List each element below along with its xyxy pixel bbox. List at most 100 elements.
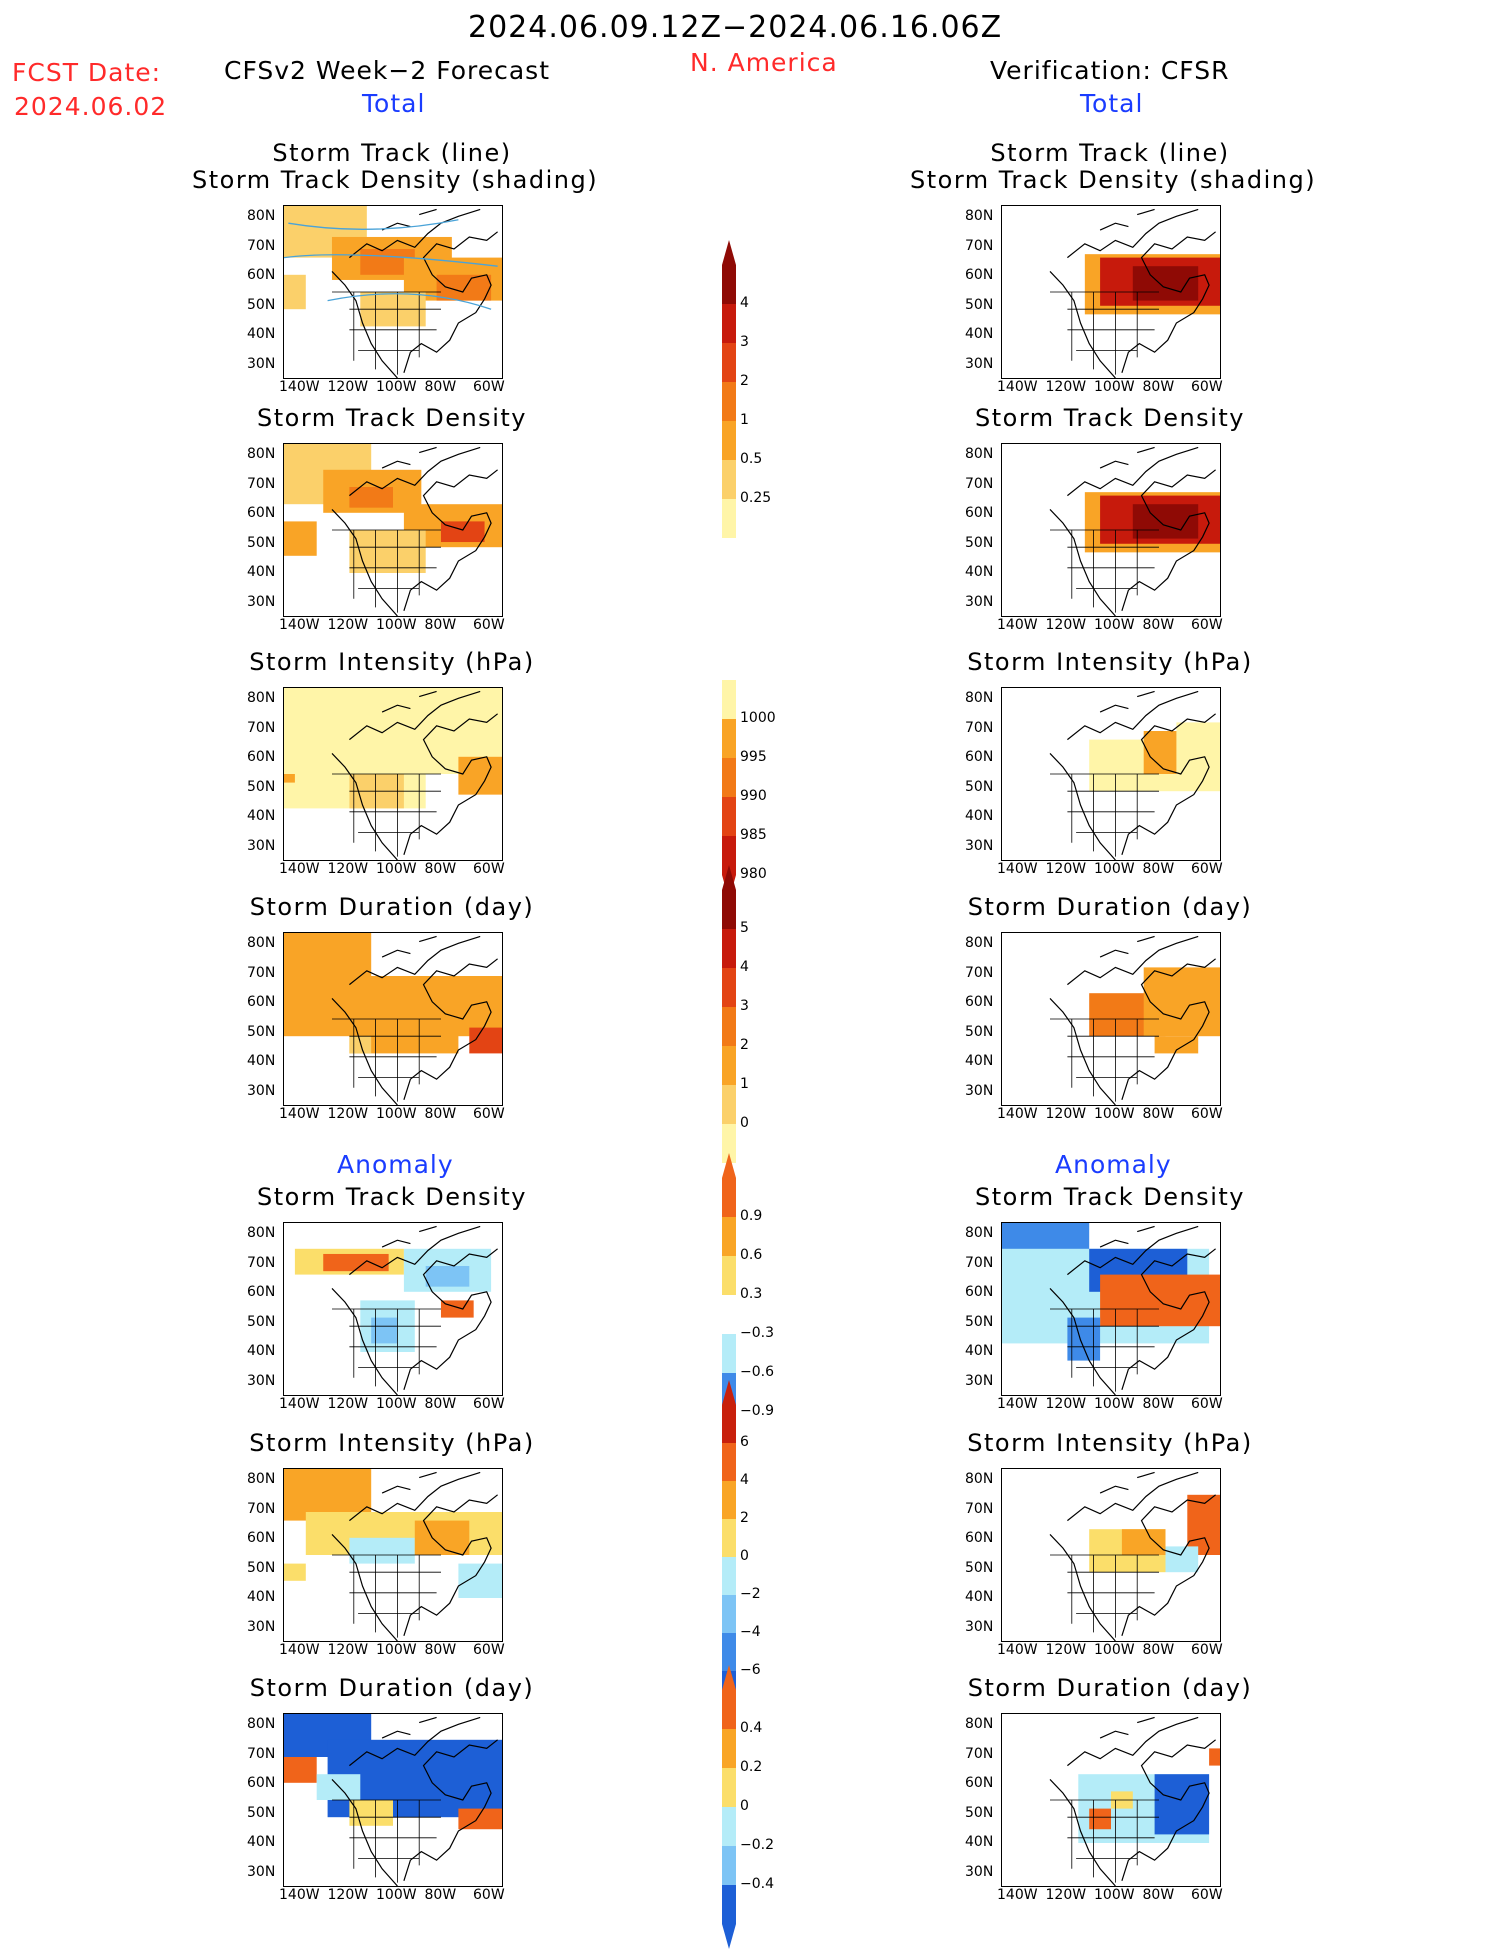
panel-title: Storm Track Density (shading) (910, 166, 1317, 194)
lon-label: 140W (279, 861, 320, 877)
forecast-map (283, 205, 503, 379)
lat-label: 50N (965, 1804, 994, 1821)
colorbar-label: 1 (740, 1076, 749, 1092)
coastline (331, 1225, 498, 1395)
shading-cell (371, 1317, 398, 1344)
lon-label: 80W (1142, 861, 1175, 877)
colorbar-label: 0.9 (740, 1208, 763, 1224)
lat-label: 50N (247, 1804, 276, 1821)
colorbar-label: −0.2 (740, 1837, 774, 1853)
colorbar (722, 1665, 736, 1949)
forecast-map (283, 932, 503, 1106)
colorbar-segment (722, 1729, 736, 1768)
lon-label: 80W (424, 1887, 457, 1903)
lon-label: 140W (997, 617, 1038, 633)
colorbar-arrow-up (722, 1665, 736, 1690)
shading-cell (349, 487, 393, 508)
shading-cell (1067, 1317, 1101, 1361)
coastline (331, 935, 498, 1105)
colorbar-segment (722, 1046, 736, 1085)
coastline (1049, 446, 1216, 616)
colorbar-segment (722, 1443, 736, 1481)
lat-label: 60N (247, 267, 276, 283)
colorbar-segment (722, 719, 736, 758)
lat-label: 50N (247, 296, 276, 313)
lon-label: 80W (1142, 1106, 1175, 1122)
shading-cell (414, 1520, 470, 1555)
lon-label: 80W (424, 1642, 457, 1658)
forecast-period: 2024.06.09.12Z−2024.06.16.06Z (468, 10, 1003, 45)
colorbar-segment (722, 1217, 736, 1256)
lon-label: 120W (1045, 1887, 1087, 1903)
colorbar-segment (722, 382, 736, 421)
shading-cell (425, 1266, 470, 1287)
colorbar-label: 1 (740, 412, 749, 428)
lat-label: 60N (965, 1284, 994, 1300)
shading-cell (284, 1469, 372, 1521)
fcst-date-label: FCST Date: (12, 58, 162, 87)
lat-label: 60N (247, 1530, 276, 1546)
coastline (332, 1799, 441, 1883)
lon-label: 120W (327, 1887, 369, 1903)
coastline (332, 1554, 441, 1638)
lat-label: 70N (965, 1500, 994, 1517)
colorbar-label: 0.4 (740, 1720, 763, 1736)
lon-label: 140W (997, 1106, 1038, 1122)
lat-label: 40N (965, 564, 994, 580)
lat-label: 80N (247, 690, 276, 706)
shading-cell (323, 1253, 389, 1272)
colorbar-segment (722, 836, 736, 875)
shading-cell (1132, 266, 1199, 301)
colorbar (722, 240, 736, 538)
lon-label: 100W (1094, 1642, 1135, 1658)
anomaly-label-right: Anomaly (1055, 1150, 1172, 1179)
verification-map (1001, 1713, 1221, 1887)
panel-title: Storm Track Density (975, 1183, 1245, 1211)
colorbar-segment (722, 1557, 736, 1595)
shading-cell (349, 530, 426, 573)
coastline (1049, 1716, 1216, 1886)
coastline (332, 291, 441, 375)
colorbar-segment (722, 1633, 736, 1671)
verification-map (1001, 932, 1221, 1106)
panel-title: Storm Intensity (hPa) (967, 1429, 1253, 1457)
map-canvas (294, 1225, 498, 1395)
lon-label: 60W (473, 1396, 505, 1412)
shading-cell (284, 976, 502, 1037)
colorbar-label: 0.2 (740, 1759, 763, 1775)
coastline (331, 208, 498, 378)
lon-label: 140W (997, 379, 1038, 395)
lat-label: 50N (965, 296, 994, 313)
colorbar-segment (722, 1519, 736, 1557)
total-label-right: Total (1080, 89, 1144, 118)
verification-title: Verification: CFSR (990, 56, 1230, 85)
lon-label: 140W (279, 379, 320, 395)
lat-label: 40N (965, 1589, 994, 1605)
lat-label: 30N (965, 1863, 994, 1880)
colorbar-segment (722, 968, 736, 1007)
lat-label: 30N (965, 593, 994, 610)
colorbar-label: 0 (740, 1548, 749, 1564)
total-label-left: Total (362, 89, 426, 118)
panel-title: Storm Duration (day) (249, 1674, 535, 1702)
lat-label: 70N (247, 719, 276, 736)
shading-cell (440, 521, 485, 543)
colorbar (722, 680, 736, 900)
map-canvas (284, 206, 502, 378)
lat-label: 40N (965, 1053, 994, 1069)
colorbar-arrow-up (722, 1153, 736, 1178)
shading-cell (1209, 1748, 1220, 1766)
lon-label: 60W (473, 1642, 505, 1658)
lat-label: 80N (247, 935, 276, 951)
lon-label: 120W (327, 1642, 369, 1658)
colorbar-label: 985 (740, 827, 767, 843)
coastline (332, 773, 441, 857)
colorbar (722, 865, 736, 1163)
colorbar-segment (722, 304, 736, 343)
colorbar-label: 980 (740, 866, 767, 882)
verification-map (1001, 443, 1221, 617)
colorbar-label: −0.3 (740, 1325, 774, 1341)
lat-label: 60N (965, 505, 994, 521)
panel-title: Storm Track (line) (990, 139, 1230, 167)
lat-label: 60N (247, 505, 276, 521)
